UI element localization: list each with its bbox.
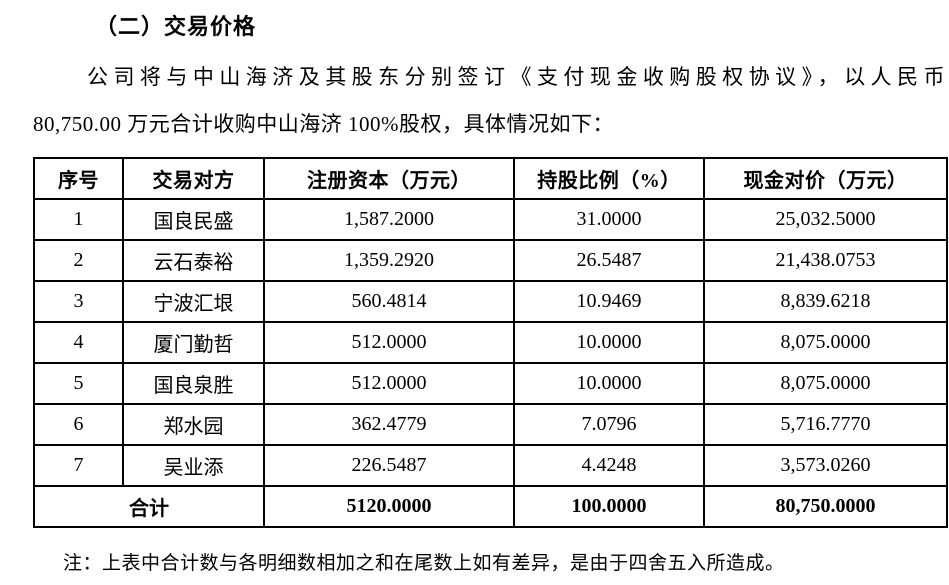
table-row: 3 宁波汇垠 560.4814 10.9469 8,839.6218 [33, 280, 948, 323]
cell-counterparty: 厦门勤哲 [122, 321, 265, 364]
col-header-shareholding-ratio: 持股比例（%） [513, 157, 705, 200]
cell-registered-capital: 1,359.2920 [263, 239, 515, 282]
cell-cash-consideration: 8,075.0000 [703, 321, 948, 364]
total-label-cell: 合计 [33, 485, 265, 528]
cell-cash-consideration: 21,438.0753 [703, 239, 948, 282]
cell-shareholding-ratio: 26.5487 [513, 239, 705, 282]
col-header-seq: 序号 [33, 157, 124, 200]
cell-seq: 6 [33, 403, 124, 446]
col-header-cash-consideration: 现金对价（万元） [703, 157, 948, 200]
cell-seq: 7 [33, 444, 124, 487]
cell-seq: 5 [33, 362, 124, 405]
total-registered-capital: 5120.0000 [263, 485, 515, 528]
cell-seq: 1 [33, 198, 124, 241]
cell-counterparty: 云石泰裕 [122, 239, 265, 282]
cell-shareholding-ratio: 31.0000 [513, 198, 705, 241]
cell-cash-consideration: 8,839.6218 [703, 280, 948, 323]
total-shareholding-ratio: 100.0000 [513, 485, 705, 528]
equity-purchase-table: 序号 交易对方 注册资本（万元） 持股比例（%） 现金对价（万元） 1 国良民盛… [33, 157, 948, 528]
cell-seq: 3 [33, 280, 124, 323]
table-row: 1 国良民盛 1,587.2000 31.0000 25,032.5000 [33, 198, 948, 241]
cell-counterparty: 吴业添 [122, 444, 265, 487]
cell-seq: 4 [33, 321, 124, 364]
cell-counterparty: 国良泉胜 [122, 362, 265, 405]
intro-paragraph-line-2: 80,750.00 万元合计收购中山海济 100%股权，具体情况如下： [33, 112, 614, 136]
cell-shareholding-ratio: 10.9469 [513, 280, 705, 323]
cell-shareholding-ratio: 7.0796 [513, 403, 705, 446]
cell-cash-consideration: 25,032.5000 [703, 198, 948, 241]
table-row: 5 国良泉胜 512.0000 10.0000 8,075.0000 [33, 362, 948, 405]
cell-shareholding-ratio: 10.0000 [513, 321, 705, 364]
cell-registered-capital: 362.4779 [263, 403, 515, 446]
cell-registered-capital: 226.5487 [263, 444, 515, 487]
cell-registered-capital: 1,587.2000 [263, 198, 515, 241]
table-row: 6 郑水园 362.4779 7.0796 5,716.7770 [33, 403, 948, 446]
section-heading: （二）交易价格 [95, 14, 257, 39]
cell-counterparty: 宁波汇垠 [122, 280, 265, 323]
cell-shareholding-ratio: 4.4248 [513, 444, 705, 487]
table-row: 2 云石泰裕 1,359.2920 26.5487 21,438.0753 [33, 239, 948, 282]
cell-registered-capital: 512.0000 [263, 362, 515, 405]
col-header-counterparty: 交易对方 [122, 157, 265, 200]
cell-cash-consideration: 3,573.0260 [703, 444, 948, 487]
cell-registered-capital: 512.0000 [263, 321, 515, 364]
intro-paragraph-line-1: 公司将与中山海济及其股东分别签订《支付现金收购股权协议》，以人民币 [87, 65, 945, 89]
table-row: 4 厦门勤哲 512.0000 10.0000 8,075.0000 [33, 321, 948, 364]
cell-counterparty: 国良民盛 [122, 198, 265, 241]
col-header-registered-capital: 注册资本（万元） [263, 157, 515, 200]
table-row: 7 吴业添 226.5487 4.4248 3,573.0260 [33, 444, 948, 487]
total-row: 合计 5120.0000 100.0000 80,750.0000 [33, 485, 948, 528]
cell-registered-capital: 560.4814 [263, 280, 515, 323]
total-cash-consideration: 80,750.0000 [703, 485, 948, 528]
footnote: 注：上表中合计数与各明细数相加之和在尾数上如有差异，是由于四舍五入所造成。 [63, 553, 785, 574]
cell-seq: 2 [33, 239, 124, 282]
cell-counterparty: 郑水园 [122, 403, 265, 446]
cell-cash-consideration: 8,075.0000 [703, 362, 948, 405]
cell-cash-consideration: 5,716.7770 [703, 403, 948, 446]
cell-shareholding-ratio: 10.0000 [513, 362, 705, 405]
table-header-row: 序号 交易对方 注册资本（万元） 持股比例（%） 现金对价（万元） [33, 157, 948, 200]
